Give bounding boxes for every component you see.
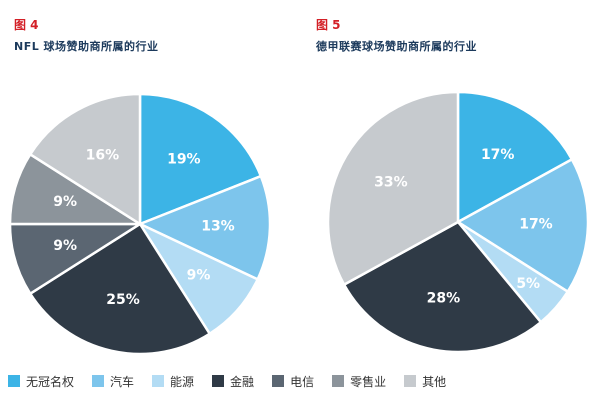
legend-label: 金融 — [230, 374, 255, 389]
pie-slice-no-naming-rights — [138, 92, 263, 226]
legend-item-retail: 零售业 — [332, 373, 386, 390]
figure-5-title: 德甲联赛球场赞助商所属的行业 — [316, 40, 477, 53]
slice-label-energy: 5% — [516, 276, 540, 292]
legend-item-finance: 金融 — [212, 373, 254, 390]
legend-swatch — [8, 375, 20, 387]
pie-slice-finance — [28, 222, 212, 356]
slice-label-automotive: 13% — [201, 218, 235, 234]
legend-item-telecom: 电信 — [272, 373, 314, 390]
figure-4-label: 图 4 — [14, 18, 39, 32]
pie-slice-other — [326, 90, 460, 287]
pie-slice-finance — [342, 220, 543, 354]
legend-swatch — [152, 375, 165, 387]
slice-label-finance: 25% — [106, 292, 140, 308]
legend-swatch — [92, 375, 105, 387]
chart-legend: 无冠名权 汽车 能源 金融 电信 零售业 其他 — [8, 372, 464, 390]
slice-label-finance: 28% — [427, 291, 461, 307]
legend-item-energy: 能源 — [152, 373, 194, 390]
figure-5-label: 图 5 — [316, 18, 341, 32]
pie-slice-automotive — [455, 157, 590, 294]
slice-label-no-naming-rights: 19% — [167, 151, 201, 167]
legend-swatch — [404, 375, 417, 387]
legend-label: 零售业 — [350, 374, 387, 389]
figure-4-title: NFL 球场赞助商所属的行业 — [14, 40, 159, 53]
slice-label-retail: 9% — [53, 194, 77, 210]
slice-label-other: 16% — [86, 148, 120, 164]
legend-item-other: 其他 — [404, 373, 446, 390]
legend-swatch — [272, 375, 285, 387]
slice-label-other: 33% — [374, 174, 408, 190]
slice-label-energy: 9% — [187, 268, 211, 284]
legend-swatch — [332, 375, 345, 387]
legend-swatch — [212, 375, 225, 387]
slice-label-no-naming-rights: 17% — [481, 147, 515, 163]
legend-label: 无冠名权 — [26, 374, 75, 389]
legend-item-no-naming-rights: 无冠名权 — [8, 373, 74, 390]
legend-item-automotive: 汽车 — [92, 373, 134, 390]
legend-label: 能源 — [170, 374, 195, 389]
pie-slice-automotive — [136, 174, 272, 282]
slice-label-automotive: 17% — [519, 216, 553, 232]
legend-label: 电信 — [290, 374, 315, 389]
pie-slice-no-naming-rights — [456, 90, 574, 225]
pie-slice-other — [28, 92, 142, 227]
legend-label: 汽车 — [110, 374, 135, 389]
legend-label: 其他 — [422, 374, 447, 389]
slice-label-telecom: 9% — [53, 238, 77, 254]
